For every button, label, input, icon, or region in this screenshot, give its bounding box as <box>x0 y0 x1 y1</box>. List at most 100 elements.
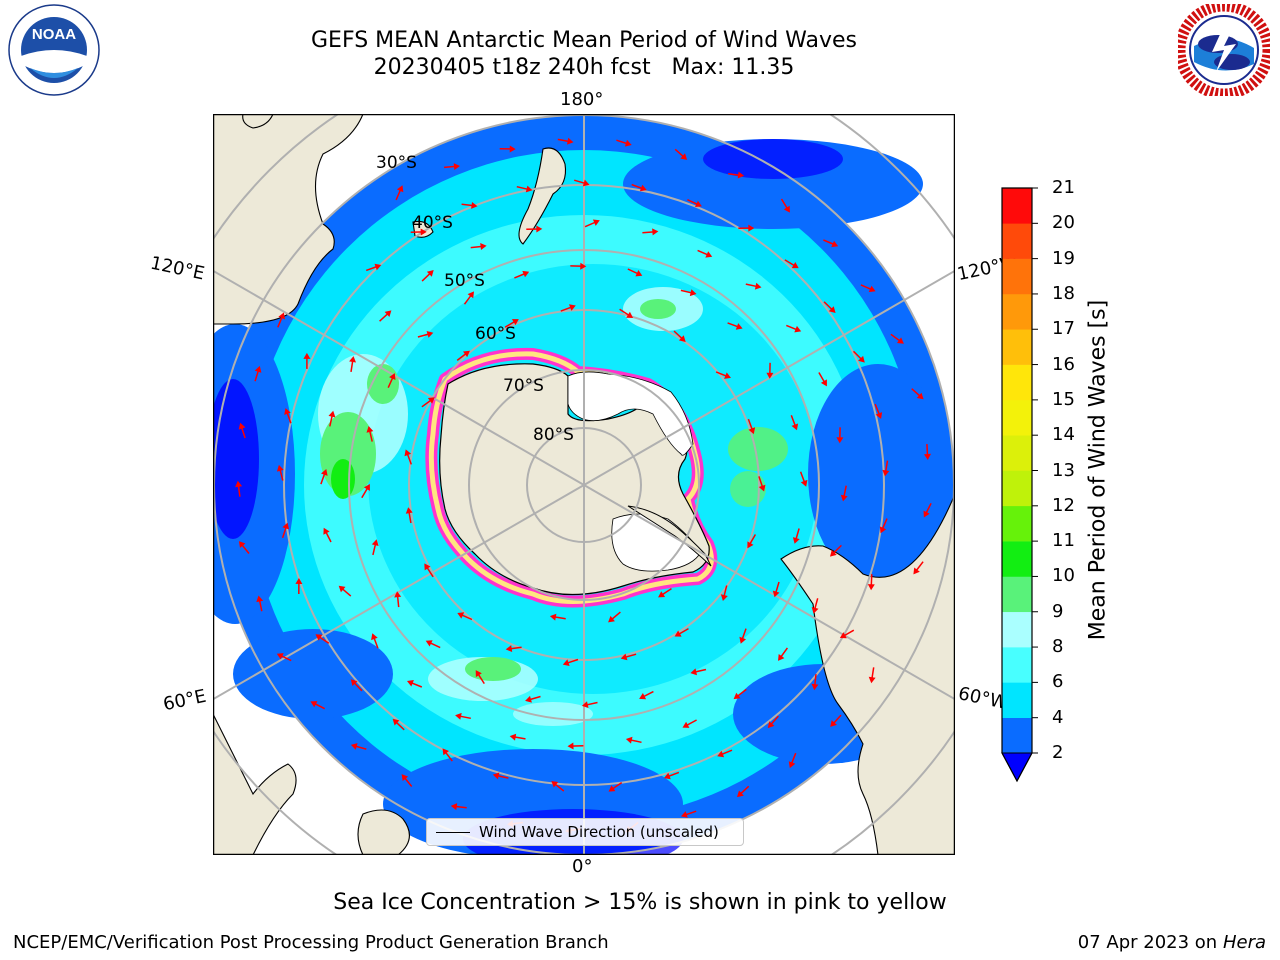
wave-arrow-head <box>620 653 628 661</box>
wave-arrow-head <box>840 494 848 502</box>
wave-arrow-head <box>663 772 671 780</box>
wave-arrow-head <box>401 774 409 781</box>
colorbar-tick-label: 20 <box>1052 212 1075 234</box>
wave-arrow-head <box>323 527 330 535</box>
wave-arrow-head <box>492 772 500 780</box>
wave-arrow-head <box>569 304 576 311</box>
lat-label-80s: 80°S <box>533 425 574 445</box>
wave-arrow-head <box>695 200 702 207</box>
new-zealand-landmass <box>518 147 567 245</box>
wave-arrow-head <box>475 670 482 678</box>
wave-arrow-head <box>442 748 449 756</box>
wave-arrow-head <box>256 595 264 603</box>
wave-arrow-head <box>820 379 827 387</box>
wave-arrow-head <box>426 270 434 277</box>
nws-logo <box>1174 0 1274 100</box>
wave-arrow-head <box>658 591 666 598</box>
wave-arrow-head <box>392 718 400 726</box>
wave-arrow-head <box>581 701 589 708</box>
wave-arrow-head <box>282 522 289 530</box>
wave-arrow-head <box>525 695 532 703</box>
wave-arrow-head <box>788 761 796 769</box>
wave-arrow-head <box>724 372 731 379</box>
wave-arrow-head <box>758 484 766 492</box>
wave-arrow-head <box>405 507 413 514</box>
wave-arrow-head <box>748 224 755 232</box>
wave-arrow-head <box>720 594 728 601</box>
madagascar-landmass <box>357 809 410 855</box>
lat-label-70s: 70°S <box>503 376 544 396</box>
wave-arrow-head <box>717 750 725 758</box>
wave-arrow-head <box>424 563 431 571</box>
wave-arrow-head <box>389 373 396 380</box>
colorbar-tick-label: 18 <box>1052 282 1075 304</box>
wave-arrow-head <box>678 335 686 342</box>
colorbar-bin <box>1002 223 1032 259</box>
colorbar-tick-label: 12 <box>1052 494 1075 516</box>
wave-arrow-head <box>868 676 876 684</box>
wave-arrow-head <box>567 137 574 145</box>
wave-arrow-head <box>778 654 785 661</box>
colorbar-tick-label: 8 <box>1052 636 1064 658</box>
wave-arrow-head <box>404 449 412 457</box>
wave-arrow-head <box>394 591 402 598</box>
wave-arrow-head <box>453 163 460 170</box>
wave-arrow-head <box>794 325 802 333</box>
wave-arrow-head <box>635 270 643 277</box>
south-america-landmass <box>780 493 955 855</box>
wave-arrow-head <box>791 262 799 269</box>
wave-arrow-head <box>868 285 876 293</box>
wave-arrow-head <box>276 464 284 472</box>
footer-machine: Hera <box>1222 932 1266 953</box>
wave-arrow-head <box>639 184 647 192</box>
wave-arrow-head <box>882 469 890 477</box>
colorbar-label: Mean Period of Wind Waves [s] <box>1085 299 1111 641</box>
colorbar-bin <box>1002 717 1032 754</box>
wave-arrow-head <box>690 668 697 676</box>
wave-arrow-head <box>284 408 291 415</box>
colorbar-bin <box>1002 329 1032 365</box>
wave-arrow-head <box>427 397 435 404</box>
wave-arrow-head <box>471 202 478 209</box>
colorbar-extend-triangle <box>1001 752 1033 783</box>
africa-landmass <box>213 713 297 855</box>
colorbar-bin <box>1002 188 1032 224</box>
colorbar <box>1001 187 1042 788</box>
wave-arrow-head <box>681 811 688 818</box>
legend-line-icon <box>436 832 470 833</box>
wave-arrow-head <box>739 636 746 644</box>
wave-arrow-head <box>562 659 570 666</box>
lon-label-0: 0° <box>572 856 593 877</box>
colorbar-bin <box>1002 576 1032 613</box>
wave-arrow-head <box>748 427 756 435</box>
wave-arrow-head <box>582 179 590 187</box>
wave-arrow-head <box>276 653 284 660</box>
colorbar-bin <box>1002 293 1032 330</box>
wave-arrow-head <box>791 423 799 431</box>
wave-arrow-head <box>705 251 713 258</box>
colorbar-tick-label: 21 <box>1052 177 1075 198</box>
wave-arrow-head <box>522 270 530 278</box>
wave-arrow-head <box>463 350 470 358</box>
wave-arrow-head <box>674 630 682 637</box>
wind-wave-arrows <box>235 137 932 834</box>
wave-arrow-head <box>879 526 887 534</box>
wave-arrow-head <box>592 219 600 226</box>
lon-label-120e: 120°E <box>148 252 207 285</box>
wave-arrow-head <box>792 537 800 544</box>
wave-arrow-head <box>295 578 303 584</box>
colorbar-bin <box>1002 647 1032 683</box>
colorbar-bin <box>1002 611 1032 648</box>
wave-arrow-head <box>754 282 762 290</box>
wave-arrow-head <box>457 612 465 619</box>
wave-arrow-head <box>536 225 543 233</box>
colorbar-bin <box>1002 399 1032 436</box>
wave-arrow-head <box>831 240 839 248</box>
wave-arrow-head <box>371 633 378 641</box>
wave-arrow-head <box>897 337 904 344</box>
wave-arrow-head <box>315 634 323 641</box>
sea-ice-caption: Sea Ice Concentration > 15% is shown in … <box>333 890 947 915</box>
wave-arrow-head <box>254 365 262 373</box>
wave-arrow-head <box>321 469 328 476</box>
colorbar-tick-label: 19 <box>1052 247 1075 269</box>
